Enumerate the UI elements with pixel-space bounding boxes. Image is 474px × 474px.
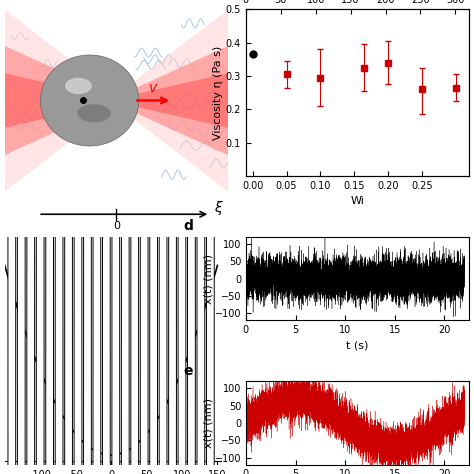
Circle shape bbox=[18, 0, 25, 474]
Text: $\xi$: $\xi$ bbox=[214, 199, 223, 217]
Circle shape bbox=[55, 0, 63, 474]
Circle shape bbox=[102, 0, 110, 474]
Circle shape bbox=[197, 0, 205, 474]
Circle shape bbox=[169, 0, 176, 474]
Polygon shape bbox=[5, 73, 117, 128]
Circle shape bbox=[46, 0, 54, 474]
Text: 50: 50 bbox=[140, 470, 153, 474]
Circle shape bbox=[74, 0, 82, 474]
Circle shape bbox=[140, 0, 148, 474]
Circle shape bbox=[36, 0, 44, 474]
Text: 0: 0 bbox=[113, 221, 120, 231]
Circle shape bbox=[178, 0, 186, 474]
X-axis label: t (s): t (s) bbox=[346, 341, 369, 351]
Text: -50: -50 bbox=[68, 470, 83, 474]
Polygon shape bbox=[5, 46, 117, 155]
X-axis label: Wi: Wi bbox=[351, 196, 365, 206]
Polygon shape bbox=[5, 9, 117, 191]
Y-axis label: x(t) (nm): x(t) (nm) bbox=[203, 254, 213, 304]
Y-axis label: Viscosity η (Pa s): Viscosity η (Pa s) bbox=[213, 46, 223, 140]
Text: 0: 0 bbox=[108, 470, 114, 474]
Circle shape bbox=[64, 0, 73, 474]
Ellipse shape bbox=[65, 78, 92, 94]
Circle shape bbox=[83, 0, 91, 474]
Ellipse shape bbox=[77, 104, 111, 122]
Polygon shape bbox=[117, 46, 228, 155]
Circle shape bbox=[112, 0, 120, 474]
Circle shape bbox=[121, 0, 129, 474]
Text: e: e bbox=[183, 364, 193, 378]
Y-axis label: x(t) (nm): x(t) (nm) bbox=[203, 398, 213, 448]
Text: d: d bbox=[183, 219, 193, 233]
Circle shape bbox=[27, 0, 35, 474]
Circle shape bbox=[8, 0, 16, 474]
Circle shape bbox=[207, 0, 214, 474]
Circle shape bbox=[159, 0, 167, 474]
Ellipse shape bbox=[40, 55, 139, 146]
Circle shape bbox=[188, 0, 195, 474]
Text: $v$: $v$ bbox=[148, 82, 158, 95]
Circle shape bbox=[93, 0, 101, 474]
Polygon shape bbox=[117, 9, 228, 191]
Text: 100: 100 bbox=[173, 470, 191, 474]
Polygon shape bbox=[117, 73, 228, 128]
Circle shape bbox=[131, 0, 138, 474]
Text: 150: 150 bbox=[208, 470, 227, 474]
Text: -100: -100 bbox=[29, 470, 51, 474]
Circle shape bbox=[150, 0, 157, 474]
